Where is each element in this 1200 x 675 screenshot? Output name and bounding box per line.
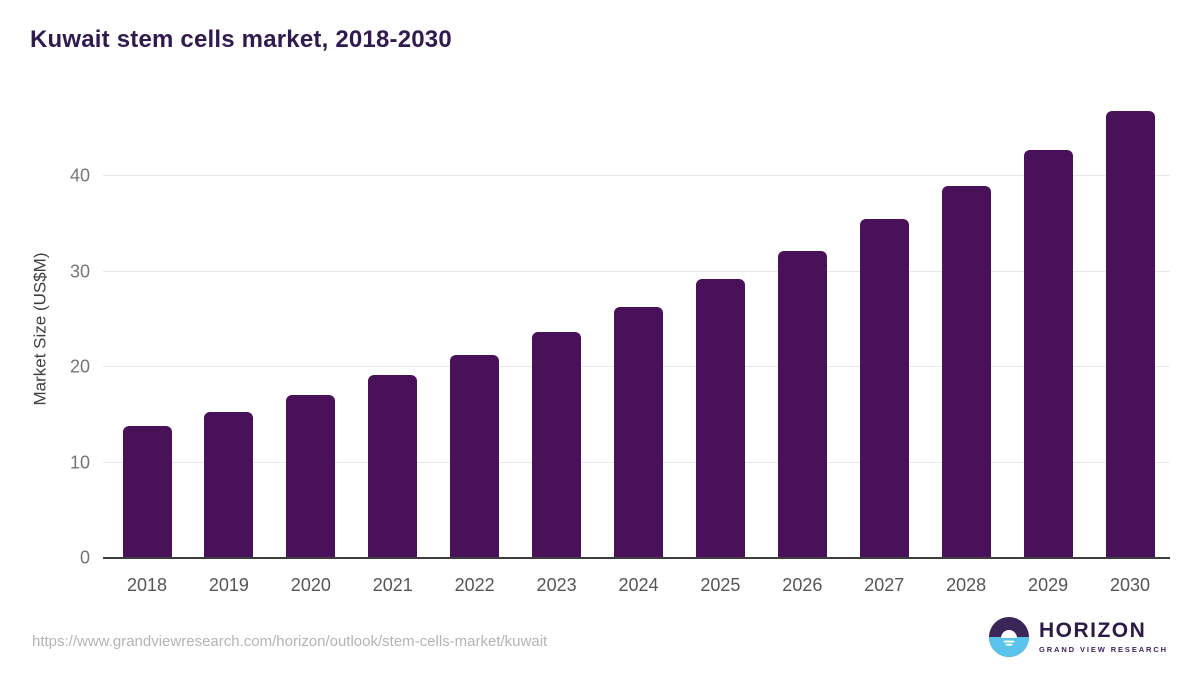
y-tick-label-20: 20 (69, 356, 90, 377)
sun-over-horizon-icon (988, 617, 1029, 657)
x-tick-label-2024: 2024 (618, 575, 659, 595)
bar-2030 (1105, 110, 1155, 558)
chart-title: Kuwait stem cells market, 2018-2030 (30, 26, 452, 53)
bar-2019 (204, 412, 254, 558)
gridline-40 (103, 175, 1170, 177)
bar-2020 (286, 394, 336, 558)
bar-2029 (1023, 149, 1073, 558)
x-tick-label-2022: 2022 (454, 575, 495, 595)
bar-2028 (941, 185, 991, 558)
bar-2023 (532, 331, 582, 558)
bar-2025 (695, 279, 745, 558)
bar-2026 (777, 250, 827, 558)
brand-logo-title: HORIZON (1038, 619, 1147, 643)
bar-2027 (859, 219, 909, 558)
x-tick-label-2026: 2026 (782, 575, 823, 595)
brand-logo-text: HORIZON GRAND VIEW RESEARCH (1038, 619, 1168, 654)
brand-logo: HORIZON GRAND VIEW RESEARCH (988, 617, 1168, 657)
y-tick-label-0: 0 (79, 547, 90, 568)
plot-area: 2018 2019 2020 2021 2022 2023 2024 2025 2026 2027… (103, 100, 1170, 595)
x-tick-label-2020: 2020 (290, 575, 331, 595)
x-tick-label-2028: 2028 (946, 575, 987, 595)
x-tick-label-2029: 2029 (1028, 575, 1069, 595)
bar-2022 (450, 354, 500, 558)
bar-2018 (122, 426, 172, 558)
y-axis-ticks: 0 10 20 30 40 (0, 100, 90, 568)
bar-2024 (614, 307, 663, 558)
source-url: https://www.grandviewresearch.com/horizo… (32, 633, 548, 650)
x-tick-label-2030: 2030 (1109, 575, 1151, 595)
x-tick-label-2023: 2023 (536, 575, 577, 595)
y-tick-label-10: 10 (69, 452, 90, 473)
x-axis-line (103, 557, 1170, 559)
x-tick-label-2019: 2019 (208, 575, 249, 595)
x-tick-label-2027: 2027 (864, 575, 905, 595)
brand-logo-subtitle: GRAND VIEW RESEARCH (1038, 644, 1168, 654)
gridline-30 (103, 270, 1170, 272)
x-tick-label-2018: 2018 (126, 575, 168, 595)
y-tick-label-30: 30 (69, 261, 90, 282)
x-tick-label-2021: 2021 (372, 575, 413, 595)
x-tick-label-2025: 2025 (700, 575, 741, 595)
bar-2021 (368, 374, 418, 558)
y-tick-label-40: 40 (69, 165, 90, 186)
